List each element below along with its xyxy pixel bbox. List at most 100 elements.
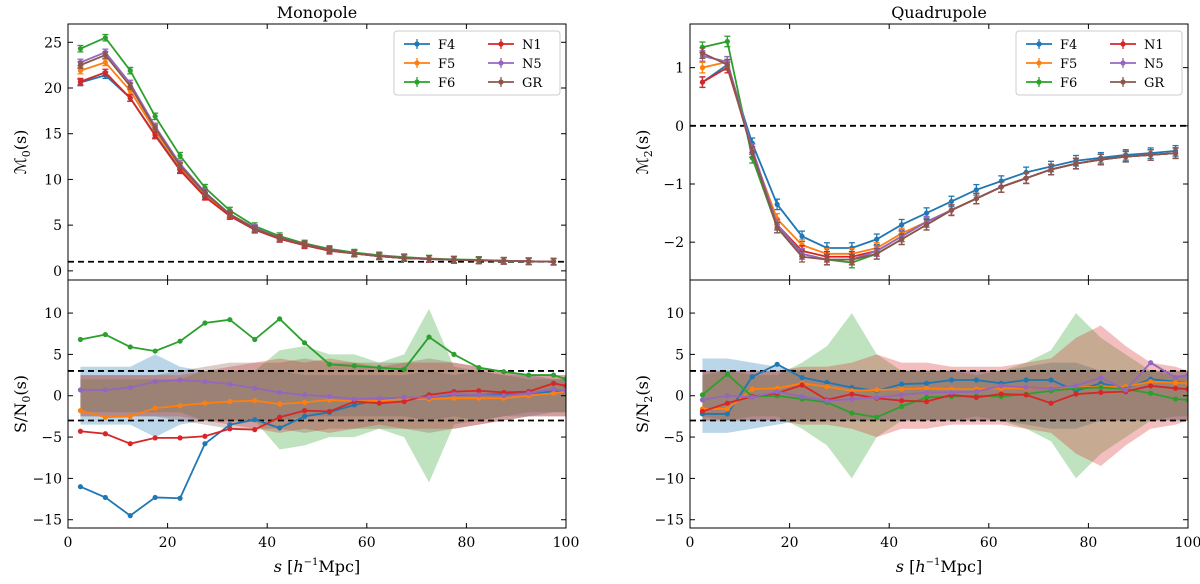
- top-right-point-gr: [1098, 156, 1104, 163]
- bottom-right-xtick-label: 80: [1079, 535, 1097, 551]
- bottom-left-point-f6: [102, 331, 108, 338]
- bottom-left-point-f6: [152, 348, 158, 354]
- bottom-left-point-f4: [252, 417, 258, 423]
- bottom-right-point-f6: [1098, 384, 1104, 391]
- top-right-ytick-label: −1: [663, 177, 684, 193]
- top-right-point-gr: [699, 50, 706, 56]
- bottom-left-ytick-label: −10: [32, 471, 62, 487]
- bottom-right-point-n1: [724, 400, 730, 406]
- top-right-legend-label-n1: N1: [1144, 38, 1164, 53]
- bottom-left-point-f6: [77, 336, 84, 343]
- bottom-right-point-f4: [724, 411, 730, 417]
- bottom-right-point-f6: [849, 410, 855, 416]
- bottom-right-point-n5: [824, 398, 830, 404]
- bottom-left-point-n1: [476, 388, 482, 394]
- top-left-point-gr: [127, 83, 133, 89]
- bottom-right-point-f6: [699, 392, 706, 398]
- bottom-left-point-n1: [550, 380, 557, 386]
- bottom-right-point-n5: [1172, 374, 1179, 381]
- bottom-left-point-n1: [152, 435, 158, 441]
- top-right-legend-label-f5: F5: [1060, 57, 1077, 72]
- top-right-point-f4: [948, 198, 955, 205]
- top-left-point-gr: [501, 258, 507, 264]
- bottom-right-point-f4: [973, 377, 979, 383]
- bottom-right-xlabel: s [h−1Mpc]: [896, 557, 982, 576]
- bottom-right-point-n5: [998, 383, 1004, 389]
- bottom-right-point-f5: [1185, 380, 1188, 386]
- top-right-point-gr: [849, 257, 855, 263]
- top-left-point-gr: [227, 211, 233, 217]
- bottom-left-ytick-label: 0: [53, 389, 62, 405]
- bottom-right-point-n1: [699, 408, 706, 415]
- bottom-left-xtick-label: 100: [553, 535, 580, 551]
- top-right-point-gr: [724, 62, 730, 68]
- bottom-left-point-n5: [202, 379, 208, 385]
- bottom-right-point-f6: [1185, 397, 1188, 403]
- bottom-right-point-f5: [824, 384, 830, 390]
- top-left-point-gr: [550, 259, 557, 265]
- bottom-left-point-f6: [550, 372, 557, 378]
- top-left-legend-label-gr: GR: [522, 76, 543, 91]
- bottom-left-plot-area: [68, 308, 566, 519]
- top-left-legend-label-f4: F4: [438, 38, 455, 53]
- top-left-point-f6: [177, 153, 183, 159]
- top-right-point-gr: [774, 225, 780, 231]
- bottom-left-point-n1: [277, 414, 283, 420]
- top-right-legend-label-gr: GR: [1144, 76, 1165, 91]
- bottom-left-point-f4: [77, 484, 84, 490]
- bottom-right-point-n1: [899, 398, 905, 404]
- bottom-right-point-n1: [973, 394, 979, 400]
- bottom-left-xlabel-h: h: [293, 557, 303, 576]
- top-left-point-f6: [152, 113, 158, 119]
- bottom-right-point-n1: [799, 382, 805, 388]
- bottom-left-point-n1: [102, 431, 108, 437]
- top-left-plot-area: [68, 33, 566, 266]
- top-left-ytick-label: 25: [44, 35, 62, 51]
- bottom-left-point-f4: [227, 422, 233, 428]
- top-right-legend-label-f4: F4: [1060, 38, 1077, 53]
- bottom-left-point-f6: [376, 365, 382, 371]
- top-right-legend-marker: [1036, 60, 1042, 66]
- bottom-right-point-f4: [774, 361, 780, 367]
- top-left-point-gr: [351, 250, 357, 257]
- bottom-right-point-n1: [1172, 385, 1179, 391]
- bottom-left-point-f6: [351, 363, 357, 369]
- top-right-point-f6: [724, 38, 730, 45]
- bottom-right-point-f5: [874, 387, 880, 393]
- bottom-left-point-f5: [127, 413, 133, 419]
- top-left-point-gr: [326, 247, 333, 253]
- top-right-point-gr: [948, 207, 955, 213]
- bottom-left-ylabel: S/N0(s): [11, 375, 33, 433]
- top-left-ylabel-tail: (s): [11, 130, 30, 151]
- bottom-left-point-f4: [202, 441, 208, 447]
- top-right-title: Quadrupole: [891, 3, 987, 22]
- bottom-right-xlabel-open: [: [909, 557, 915, 576]
- top-right-legend-label-f6: F6: [1060, 76, 1077, 91]
- bottom-right-point-f4: [899, 381, 905, 387]
- bottom-left-point-f5: [177, 403, 183, 409]
- bottom-left-ytick-label: 10: [44, 306, 62, 322]
- top-right-ylabel-main: ℳ: [633, 157, 652, 174]
- bottom-right-point-n5: [699, 397, 706, 403]
- top-left-point-gr: [401, 255, 407, 261]
- top-right-point-gr: [874, 251, 880, 257]
- bottom-right-plot-area: [690, 313, 1188, 479]
- bottom-left-point-f5: [102, 414, 108, 420]
- bottom-right-point-f6: [923, 394, 930, 400]
- top-left-legend: F4 F5 F6 N1 N5 GR: [393, 30, 561, 96]
- top-left-point-n1: [127, 95, 133, 101]
- top-right-panel: −2 −1 0 1 Quadrupole ℳ2(s) F4 F5 F6 N1 N5 GR: [633, 3, 1189, 281]
- top-left-legend-label-f5: F5: [438, 57, 455, 72]
- bottom-right-point-n5: [849, 396, 855, 402]
- top-left-point-gr: [451, 257, 457, 263]
- top-left-ytick-label: 5: [53, 218, 62, 234]
- bottom-right-ytick-label: 10: [666, 306, 684, 322]
- top-left-series-line-n1: [80, 71, 554, 263]
- top-left-ytick-label: 0: [53, 264, 62, 280]
- top-left-legend-label-f6: F6: [438, 76, 455, 91]
- bottom-right-point-f4: [1048, 377, 1054, 383]
- bottom-right-point-n1: [1098, 389, 1104, 396]
- top-left-legend-marker: [498, 79, 504, 85]
- bottom-right-ytick-label: −5: [663, 430, 684, 446]
